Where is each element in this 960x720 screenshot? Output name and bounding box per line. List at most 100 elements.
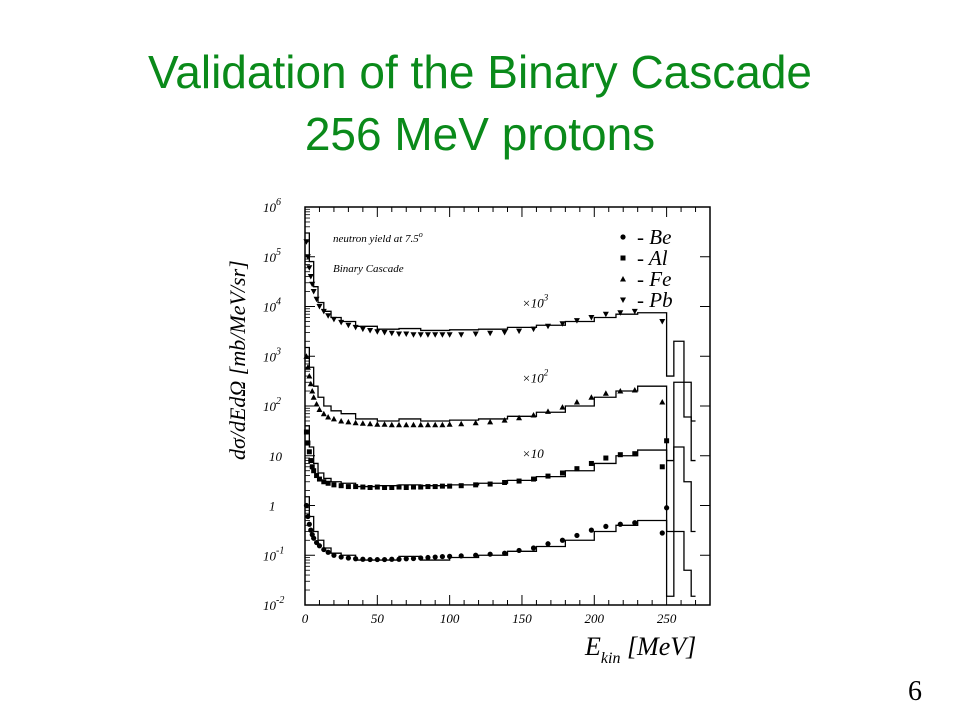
data-point-pb <box>559 321 566 327</box>
x-tick-label: 200 <box>585 611 605 626</box>
data-point-fe <box>303 353 310 359</box>
y-tick-label: 1 <box>269 499 276 514</box>
data-point-be <box>418 555 424 561</box>
data-point-pb <box>310 289 317 295</box>
data-point-fe <box>306 373 313 379</box>
scale-label-fe: ×102 <box>522 367 549 385</box>
data-point-fe <box>472 419 479 426</box>
data-point-al <box>432 484 438 490</box>
data-point-pb <box>545 323 551 330</box>
data-point-be <box>574 532 580 539</box>
data-point-al <box>545 473 551 479</box>
data-point-al <box>531 476 537 482</box>
histogram-be <box>305 496 696 597</box>
data-point-fe <box>439 421 446 428</box>
data-point-fe <box>516 414 523 421</box>
data-point-pb <box>313 296 320 303</box>
data-point-fe <box>381 421 388 427</box>
legend-label-be: - Be <box>637 225 671 249</box>
data-point-al <box>311 468 317 474</box>
data-point-be <box>403 556 409 562</box>
data-point-be <box>439 553 446 560</box>
data-point-be <box>447 553 453 559</box>
data-point-pb <box>304 254 311 260</box>
data-point-pb <box>432 332 439 338</box>
data-point-al <box>617 452 623 458</box>
data-point-fe <box>573 399 580 405</box>
data-point-pb <box>367 327 374 334</box>
data-point-be <box>338 554 344 560</box>
data-point-be <box>305 513 311 520</box>
data-point-be <box>603 523 609 530</box>
data-point-fe <box>602 390 609 396</box>
legend-label-fe: - Fe <box>637 267 671 291</box>
data-point-be <box>345 555 351 561</box>
data-point-al <box>473 482 479 488</box>
data-point-fe <box>304 364 311 370</box>
data-point-al <box>439 483 445 489</box>
data-point-be <box>374 556 380 563</box>
data-point-pb <box>352 324 359 331</box>
data-point-pb <box>381 330 388 336</box>
data-point-al <box>574 466 580 472</box>
data-point-be <box>353 556 359 562</box>
data-point-fe <box>325 414 332 420</box>
data-point-be <box>425 554 431 561</box>
data-point-pb <box>396 331 403 338</box>
data-point-pb <box>588 315 595 321</box>
annotation-neutron-yield: neutron yield at 7.5o <box>333 230 423 245</box>
data-point-be <box>381 556 388 563</box>
data-point-fe <box>403 421 410 428</box>
data-point-al <box>603 455 609 461</box>
data-point-al <box>382 485 388 491</box>
data-point-al <box>374 484 380 490</box>
data-point-pb <box>410 332 417 338</box>
data-point-al <box>659 464 665 470</box>
histogram-al <box>305 425 696 533</box>
data-point-fe <box>330 415 337 422</box>
data-point-pb <box>374 329 381 335</box>
x-tick-label: 150 <box>512 611 532 626</box>
data-point-fe <box>458 420 465 427</box>
data-point-pb <box>403 331 410 338</box>
scale-label-pb: ×103 <box>522 293 549 311</box>
data-point-pb <box>530 326 537 333</box>
data-point-pb <box>573 318 580 324</box>
data-point-al <box>360 484 366 490</box>
data-point-al <box>367 485 373 491</box>
data-point-pb <box>325 313 332 319</box>
data-point-al <box>305 440 311 446</box>
data-point-al <box>309 464 315 470</box>
data-point-al <box>403 485 409 491</box>
data-point-al <box>316 476 322 482</box>
data-point-fe <box>309 388 316 394</box>
y-tick-label: 104 <box>263 297 281 315</box>
data-point-al <box>396 484 402 490</box>
data-point-al <box>331 482 337 488</box>
data-point-be <box>632 520 638 526</box>
data-point-be <box>325 549 331 555</box>
data-point-be <box>659 530 665 536</box>
data-point-pb <box>501 330 508 336</box>
data-point-be <box>473 552 479 558</box>
data-point-al <box>306 449 312 455</box>
data-point-pb <box>316 304 323 310</box>
data-point-pb <box>306 265 313 271</box>
chart-figure: 0 50 100 150 200 250 10-2 10-1 1 10 102 103 104 105 10… <box>225 185 725 665</box>
data-point-be <box>316 543 323 549</box>
data-point-al <box>632 451 638 457</box>
data-point-be <box>487 551 493 557</box>
data-point-pb <box>472 331 479 338</box>
data-point-be <box>530 545 537 551</box>
data-point-al <box>338 483 344 489</box>
data-point-pb <box>309 281 316 288</box>
data-point-fe <box>396 421 403 428</box>
legend-marker-be <box>620 234 626 240</box>
data-point-fe <box>320 410 327 417</box>
data-point-be <box>502 550 508 556</box>
data-point-al <box>664 438 670 444</box>
data-point-al <box>410 484 416 490</box>
y-tick-label: 103 <box>263 346 281 364</box>
data-point-fe <box>631 386 638 393</box>
data-point-al <box>418 484 424 490</box>
